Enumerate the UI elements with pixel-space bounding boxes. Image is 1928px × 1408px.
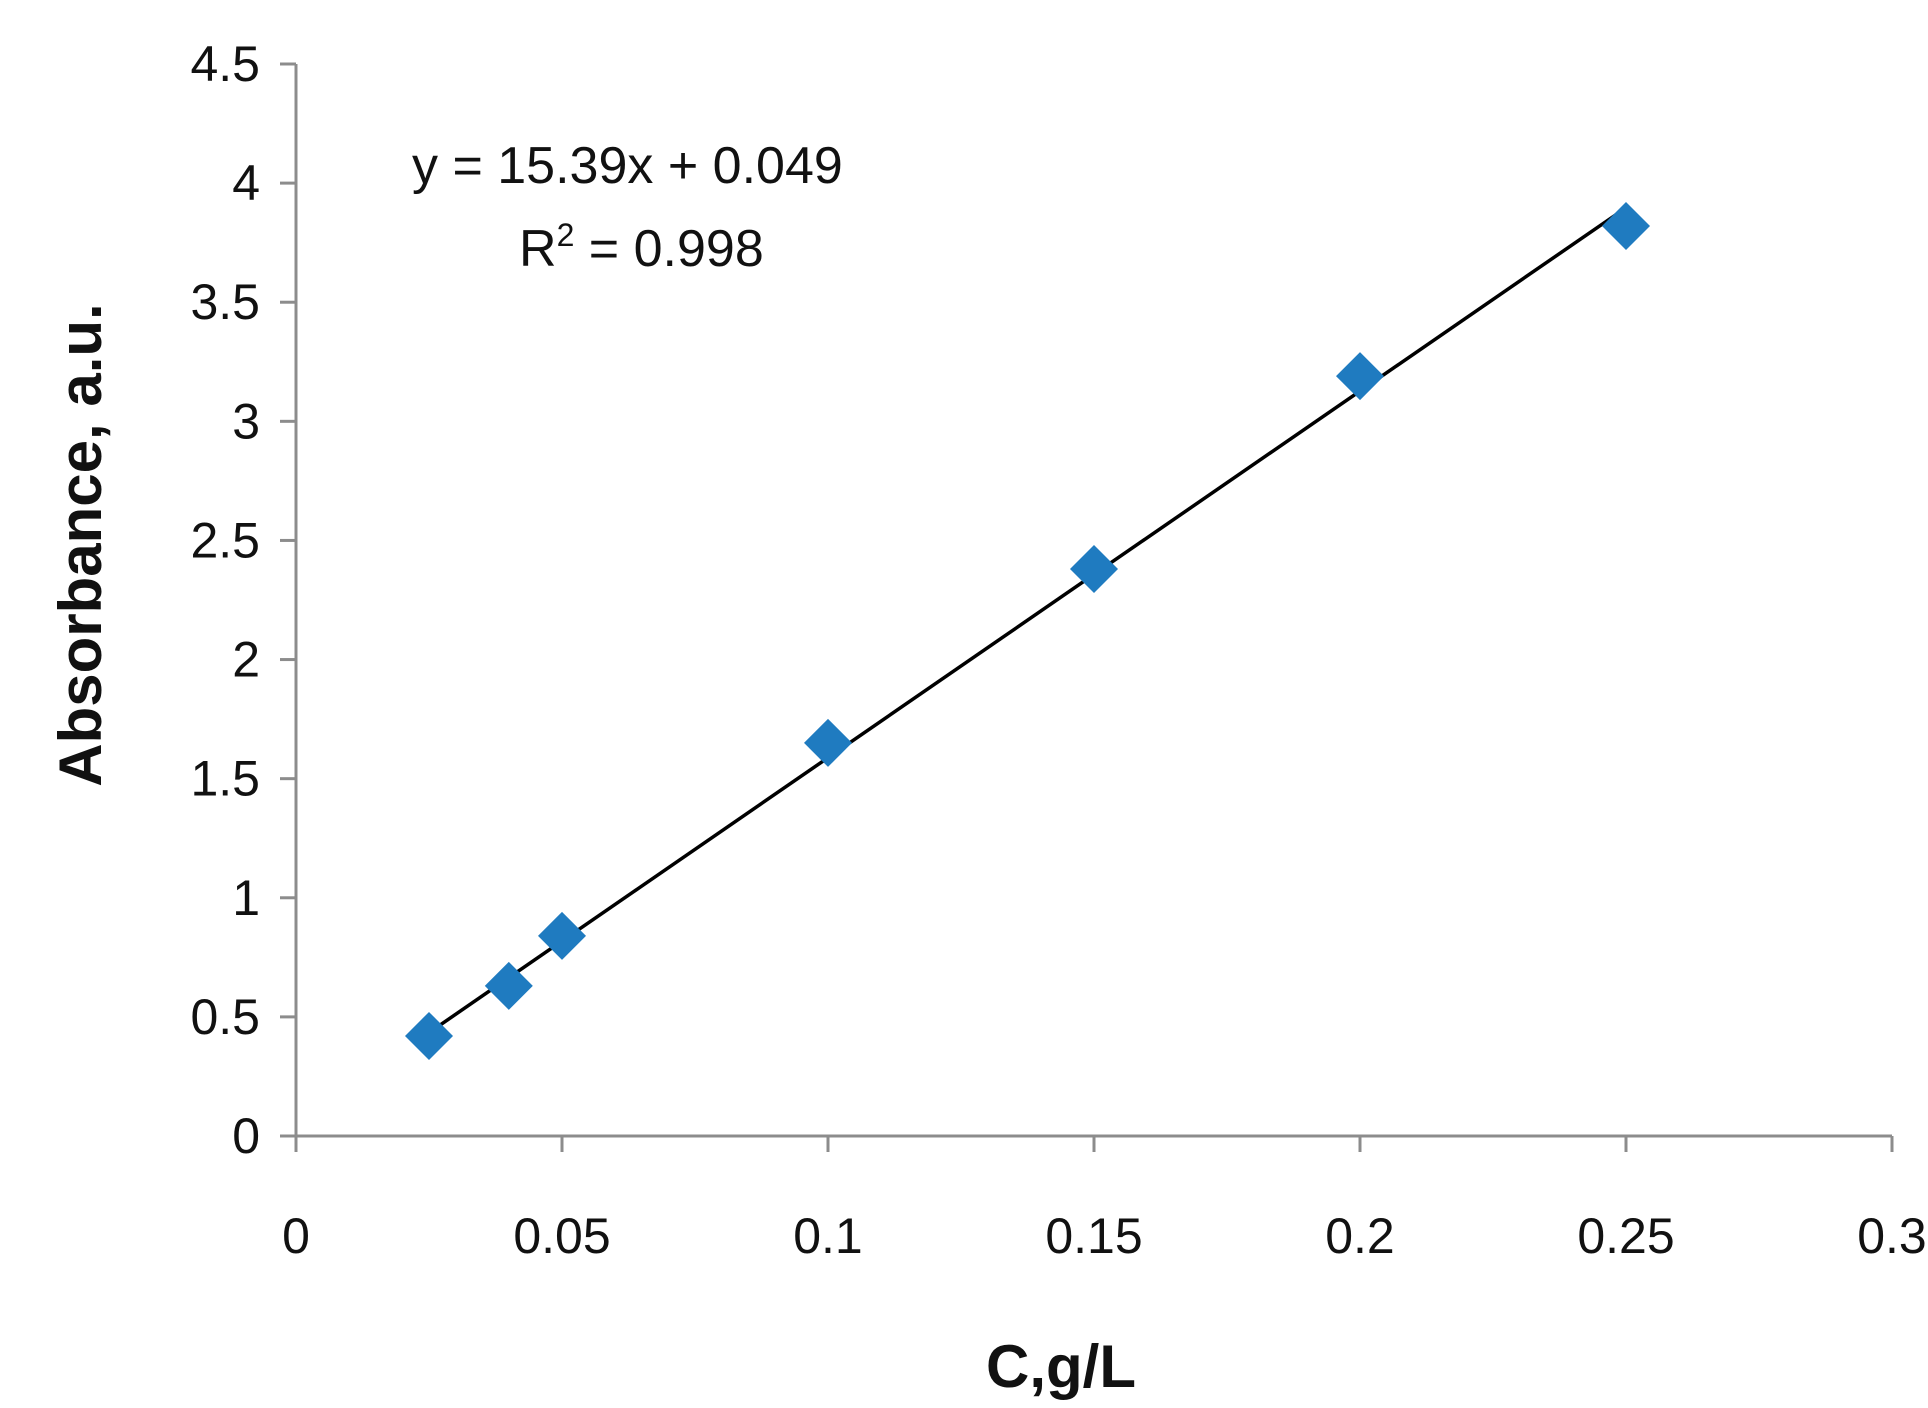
y-axis-title: Absorbance, a.u. bbox=[47, 303, 114, 786]
r-squared-label: R2 = 0.998 bbox=[519, 217, 764, 278]
y-tick-label: 0.5 bbox=[190, 989, 260, 1045]
data-points bbox=[405, 201, 1650, 1060]
x-tick-label: 0.2 bbox=[1325, 1208, 1395, 1264]
x-axis-title: C,g/L bbox=[986, 1333, 1136, 1400]
data-point bbox=[405, 1011, 453, 1060]
trendline-group bbox=[428, 206, 1627, 1035]
data-point bbox=[1336, 352, 1384, 401]
x-tick-label: 0.05 bbox=[513, 1208, 610, 1264]
data-point bbox=[1602, 201, 1650, 250]
r-squared-value: = 0.998 bbox=[574, 220, 763, 278]
r-squared-prefix: R bbox=[519, 220, 557, 278]
x-tick-label: 0.15 bbox=[1045, 1208, 1142, 1264]
y-tick-label: 3.5 bbox=[190, 274, 260, 330]
x-tick-label: 0.25 bbox=[1577, 1208, 1674, 1264]
x-axis-ticks: 0 0.05 0.1 0.15 0.2 0.25 0.3 bbox=[282, 1136, 1927, 1264]
data-point bbox=[804, 718, 852, 767]
y-tick-label: 1.5 bbox=[190, 751, 260, 807]
trendline-equation: y = 15.39x + 0.049 bbox=[412, 137, 843, 195]
y-tick-label: 0 bbox=[232, 1108, 260, 1164]
y-tick-label: 4.5 bbox=[190, 36, 260, 92]
x-tick-label: 0.3 bbox=[1857, 1208, 1927, 1264]
y-axis-ticks: 0 0.5 1 1.5 2 2.5 3 3.5 4 4.5 bbox=[190, 36, 296, 1164]
data-point bbox=[484, 961, 533, 1010]
y-tick-label: 1 bbox=[232, 870, 260, 926]
y-tick-label: 4 bbox=[232, 155, 260, 211]
x-tick-label: 0.1 bbox=[793, 1208, 863, 1264]
data-point bbox=[538, 911, 586, 960]
r-squared-superscript: 2 bbox=[557, 217, 575, 253]
data-point bbox=[1070, 545, 1118, 594]
y-tick-label: 2.5 bbox=[190, 512, 260, 568]
y-tick-label: 2 bbox=[232, 632, 260, 688]
linear-trendline bbox=[428, 206, 1627, 1035]
x-tick-label: 0 bbox=[282, 1208, 310, 1264]
y-tick-label: 3 bbox=[232, 393, 260, 449]
